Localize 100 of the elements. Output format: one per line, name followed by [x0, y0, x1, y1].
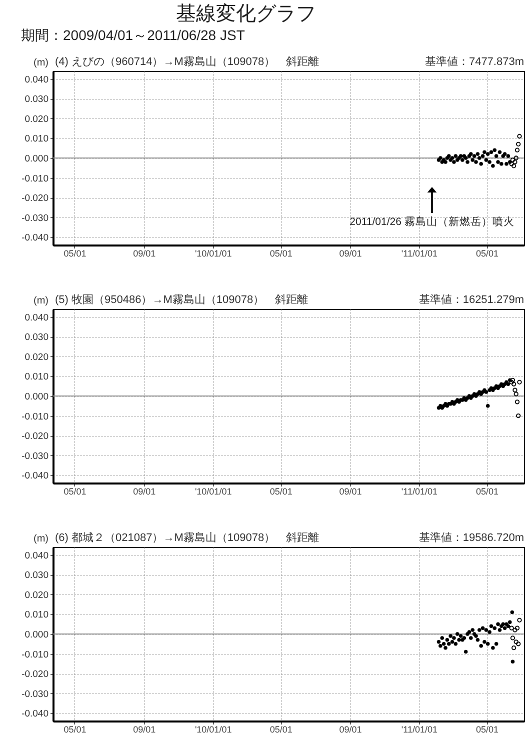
point [514, 148, 520, 152]
point [448, 634, 452, 638]
y-tick-label: 0.020 [24, 114, 48, 125]
y-tick-label: -0.020 [22, 431, 48, 442]
point [509, 626, 514, 630]
point [491, 164, 495, 168]
point [512, 628, 518, 632]
point [452, 636, 456, 640]
x-tick-label: '11/01/01 [401, 486, 438, 496]
point [512, 382, 516, 386]
point [510, 660, 515, 664]
y-tick-label: -0.040 [22, 470, 48, 482]
point [440, 636, 444, 640]
point [492, 148, 497, 152]
point [517, 618, 522, 622]
point [442, 642, 446, 646]
point [444, 646, 448, 650]
x-tick-label: '10/01/01 [194, 486, 232, 496]
y-tick-label: 0.000 [24, 630, 48, 640]
point [450, 640, 454, 644]
text: 基準値：7477.873m [424, 55, 524, 68]
point [454, 642, 458, 646]
point [502, 626, 507, 630]
point [479, 644, 483, 648]
point [466, 160, 470, 164]
point [476, 152, 480, 156]
y-axis-title: (m) [34, 534, 48, 544]
point [457, 638, 461, 642]
y-tick-label: -0.020 [22, 669, 48, 680]
x-tick-label: 05/01 [476, 248, 498, 258]
point [470, 158, 474, 162]
y-tick-label: -0.010 [22, 411, 48, 422]
point [494, 642, 498, 646]
point [488, 630, 492, 634]
x-tick-label: '11/01/01 [401, 724, 438, 734]
point [445, 638, 450, 642]
point [494, 154, 498, 158]
y-tick-label: 0.000 [24, 392, 48, 402]
point [464, 650, 468, 654]
point [480, 626, 485, 630]
point [460, 158, 464, 162]
point [438, 644, 442, 648]
point [517, 134, 522, 139]
point [514, 400, 520, 404]
point [510, 158, 516, 162]
point [514, 640, 518, 644]
point [482, 150, 486, 154]
point [512, 388, 518, 392]
point [516, 413, 521, 418]
x-tick-label: 09/01 [133, 486, 156, 496]
point [489, 150, 494, 154]
point [510, 636, 516, 640]
y-axis-title: (m) [34, 296, 48, 306]
text: 基準値：19586.720m [418, 531, 524, 544]
y-axis-title: (m) [34, 58, 48, 68]
point [510, 610, 514, 614]
y-tick-label: 0.030 [24, 332, 48, 344]
x-tick-label: 05/01 [270, 486, 292, 496]
point [478, 628, 482, 632]
point [514, 392, 518, 396]
point [454, 154, 458, 158]
point [516, 142, 521, 146]
x-tick-label: 09/01 [133, 248, 156, 258]
point [491, 646, 495, 650]
point [488, 160, 492, 164]
point [510, 378, 516, 382]
point [516, 642, 521, 646]
point [480, 154, 485, 158]
point [512, 164, 516, 168]
point [470, 628, 474, 632]
x-tick-label: '10/01/01 [194, 724, 232, 734]
point [498, 150, 502, 154]
point [486, 642, 490, 646]
x-tick-label: 05/01 [476, 724, 498, 734]
y-tick-label: -0.010 [22, 649, 48, 660]
y-tick-label: 0.030 [24, 94, 48, 106]
chart-title: (6) 都城２（021087）→M霧島山（109078） 斜距離 [55, 531, 320, 544]
point [469, 636, 473, 640]
y-tick-label: 0.040 [24, 312, 48, 324]
x-tick-label: 05/01 [476, 486, 498, 496]
point [484, 158, 488, 162]
y-tick-label: 0.040 [24, 550, 48, 562]
point [508, 620, 512, 624]
x-tick-label: '10/01/01 [194, 248, 232, 258]
y-tick-label: 0.010 [24, 610, 48, 621]
point [492, 626, 497, 630]
y-tick-label: -0.040 [22, 232, 48, 244]
point [489, 624, 494, 628]
point [512, 646, 516, 650]
y-tick-label: 0.010 [24, 134, 48, 145]
x-tick-label: 09/01 [339, 248, 362, 258]
y-tick-label: 0.030 [24, 570, 48, 582]
point [486, 404, 490, 408]
y-tick-label: -0.040 [22, 708, 48, 720]
chart-title: (5) 牧園（950486）→M霧島山（109078） 斜距離 [55, 293, 308, 306]
point [436, 640, 441, 644]
x-tick-label: '11/01/01 [401, 248, 438, 258]
point [474, 160, 478, 164]
point [496, 622, 500, 626]
point [496, 160, 500, 164]
